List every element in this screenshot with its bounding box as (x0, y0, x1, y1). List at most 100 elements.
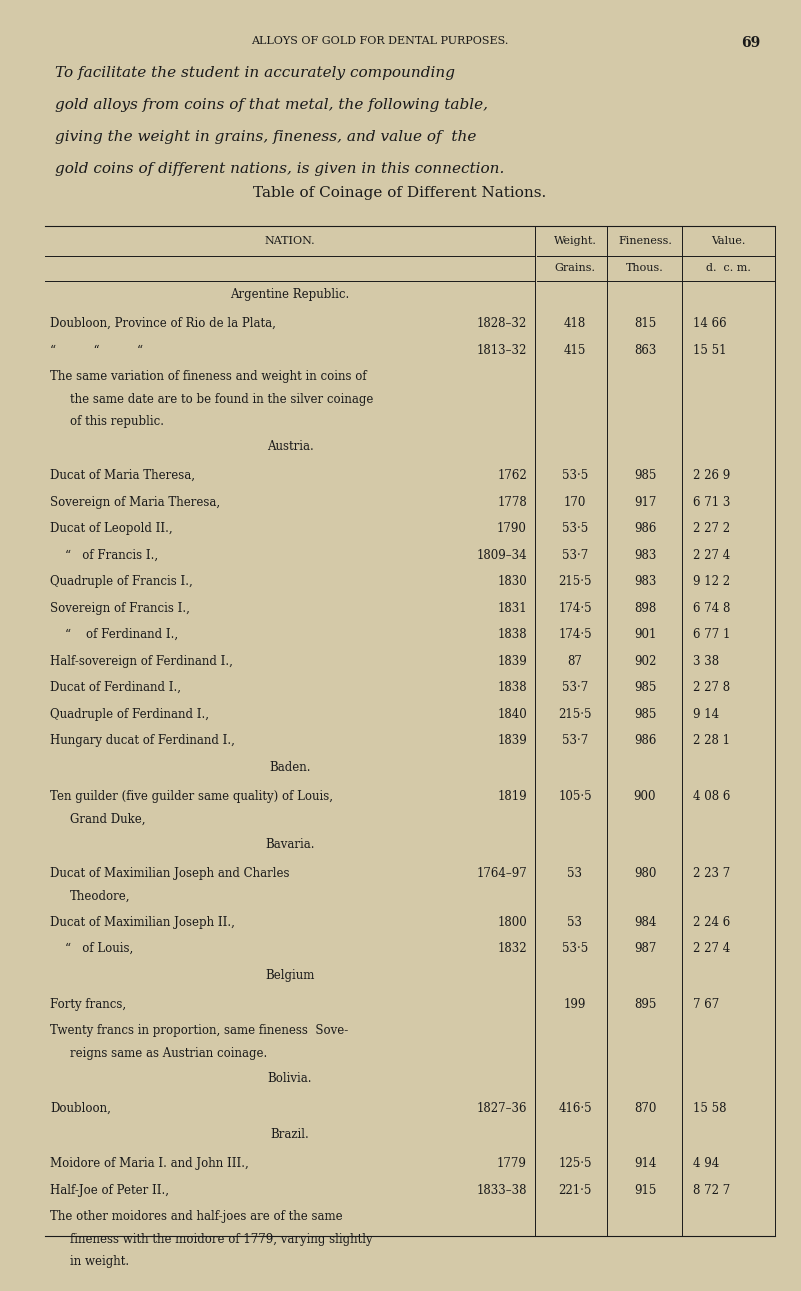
Text: the same date are to be found in the silver coinage: the same date are to be found in the sil… (70, 392, 373, 405)
Text: 1832: 1832 (497, 942, 527, 955)
Text: Half-Joe of Peter II.,: Half-Joe of Peter II., (50, 1184, 169, 1197)
Text: Half-sovereign of Ferdinand I.,: Half-sovereign of Ferdinand I., (50, 655, 233, 667)
Text: 2 28 1: 2 28 1 (693, 735, 730, 747)
Text: Brazil.: Brazil. (271, 1128, 309, 1141)
Text: 895: 895 (634, 998, 656, 1011)
Text: 53·7: 53·7 (562, 735, 588, 747)
Text: 1828–32: 1828–32 (477, 318, 527, 330)
Text: Theodore,: Theodore, (70, 889, 131, 902)
Text: 221·5: 221·5 (558, 1184, 592, 1197)
Text: 1831: 1831 (497, 602, 527, 615)
Text: 815: 815 (634, 318, 656, 330)
Text: of this republic.: of this republic. (70, 416, 164, 429)
Text: 901: 901 (634, 629, 656, 642)
Text: 199: 199 (564, 998, 586, 1011)
Text: Baden.: Baden. (269, 760, 311, 773)
Text: 983: 983 (634, 549, 656, 562)
Text: Twenty francs in proportion, same fineness  Sove-: Twenty francs in proportion, same finene… (50, 1024, 348, 1037)
Text: Argentine Republic.: Argentine Republic. (231, 288, 349, 301)
Text: 1779: 1779 (497, 1157, 527, 1170)
Text: 1819: 1819 (497, 790, 527, 803)
Text: 69: 69 (741, 36, 760, 50)
Text: reigns same as Austrian coinage.: reigns same as Austrian coinage. (70, 1047, 268, 1060)
Text: Bolivia.: Bolivia. (268, 1073, 312, 1086)
Text: Austria.: Austria. (267, 440, 313, 453)
Text: fineness with the moidore of 1779, varying slightly: fineness with the moidore of 1779, varyi… (70, 1233, 372, 1246)
Text: 53: 53 (567, 868, 582, 880)
Text: Ducat of Maximilian Joseph II.,: Ducat of Maximilian Joseph II., (50, 915, 235, 928)
Text: 4 08 6: 4 08 6 (693, 790, 731, 803)
Text: 914: 914 (634, 1157, 656, 1170)
Text: 15 51: 15 51 (693, 343, 727, 356)
Text: 15 58: 15 58 (693, 1101, 727, 1114)
Text: 7 67: 7 67 (693, 998, 719, 1011)
Text: 2 27 2: 2 27 2 (693, 523, 731, 536)
Text: Ten guilder (five guilder same quality) of Louis,: Ten guilder (five guilder same quality) … (50, 790, 333, 803)
Text: 985: 985 (634, 682, 656, 695)
Text: ALLOYS OF GOLD FOR DENTAL PURPOSES.: ALLOYS OF GOLD FOR DENTAL PURPOSES. (252, 36, 509, 46)
Text: 2 24 6: 2 24 6 (693, 915, 731, 928)
Text: d.  c. m.: d. c. m. (706, 263, 751, 272)
Text: Grains.: Grains. (554, 263, 595, 272)
Text: Bavaria.: Bavaria. (265, 838, 315, 851)
Text: Hungary ducat of Ferdinand I.,: Hungary ducat of Ferdinand I., (50, 735, 235, 747)
Text: Sovereign of Maria Theresa,: Sovereign of Maria Theresa, (50, 496, 220, 509)
Text: Ducat of Maximilian Joseph and Charles: Ducat of Maximilian Joseph and Charles (50, 868, 289, 880)
Text: Value.: Value. (711, 236, 746, 247)
Text: 215·5: 215·5 (558, 576, 592, 589)
Text: “   of Louis,: “ of Louis, (65, 942, 133, 955)
Text: 4 94: 4 94 (693, 1157, 719, 1170)
Text: Ducat of Maria Theresa,: Ducat of Maria Theresa, (50, 469, 195, 483)
Text: 987: 987 (634, 942, 656, 955)
Text: 1809–34: 1809–34 (477, 549, 527, 562)
Text: 105·5: 105·5 (558, 790, 592, 803)
Text: 53·5: 53·5 (562, 523, 588, 536)
Text: Quadruple of Francis I.,: Quadruple of Francis I., (50, 576, 193, 589)
Text: 1790: 1790 (497, 523, 527, 536)
Text: 415: 415 (564, 343, 586, 356)
Text: 53·5: 53·5 (562, 469, 588, 483)
Text: Grand Duke,: Grand Duke, (70, 812, 146, 825)
Text: Table of Coinage of Different Nations.: Table of Coinage of Different Nations. (253, 186, 546, 200)
Text: The same variation of fineness and weight in coins of: The same variation of fineness and weigh… (50, 371, 367, 383)
Text: 9 14: 9 14 (693, 707, 719, 720)
Text: 2 26 9: 2 26 9 (693, 469, 731, 483)
Text: in weight.: in weight. (70, 1255, 129, 1268)
Text: 87: 87 (568, 655, 582, 667)
Text: Doubloon,: Doubloon, (50, 1101, 111, 1114)
Text: Fineness.: Fineness. (618, 236, 672, 247)
Text: 1764–97: 1764–97 (477, 868, 527, 880)
Text: 1839: 1839 (497, 655, 527, 667)
Text: 902: 902 (634, 655, 656, 667)
Text: 900: 900 (634, 790, 656, 803)
Text: 863: 863 (634, 343, 656, 356)
Text: 1833–38: 1833–38 (477, 1184, 527, 1197)
Text: 870: 870 (634, 1101, 656, 1114)
Text: 170: 170 (564, 496, 586, 509)
Text: 986: 986 (634, 523, 656, 536)
Text: Moidore of Maria I. and John III.,: Moidore of Maria I. and John III., (50, 1157, 249, 1170)
Text: 915: 915 (634, 1184, 656, 1197)
Text: giving the weight in grains, fineness, and value of  the: giving the weight in grains, fineness, a… (55, 130, 477, 145)
Text: 1838: 1838 (497, 629, 527, 642)
Text: 125·5: 125·5 (558, 1157, 592, 1170)
Text: 986: 986 (634, 735, 656, 747)
Text: “    of Ferdinand I.,: “ of Ferdinand I., (65, 629, 178, 642)
Text: “          “          “: “ “ “ (50, 343, 143, 356)
Text: 984: 984 (634, 915, 656, 928)
Text: 8 72 7: 8 72 7 (693, 1184, 731, 1197)
Text: 1830: 1830 (497, 576, 527, 589)
Text: Ducat of Ferdinand I.,: Ducat of Ferdinand I., (50, 682, 181, 695)
Text: 2 27 8: 2 27 8 (693, 682, 731, 695)
Text: 1778: 1778 (497, 496, 527, 509)
Text: Ducat of Leopold II.,: Ducat of Leopold II., (50, 523, 173, 536)
Text: Quadruple of Ferdinand I.,: Quadruple of Ferdinand I., (50, 707, 209, 720)
Text: 2 23 7: 2 23 7 (693, 868, 731, 880)
Text: 418: 418 (564, 318, 586, 330)
Text: 2 27 4: 2 27 4 (693, 942, 731, 955)
Text: 1840: 1840 (497, 707, 527, 720)
Text: 898: 898 (634, 602, 656, 615)
Text: 6 74 8: 6 74 8 (693, 602, 731, 615)
Text: 1762: 1762 (497, 469, 527, 483)
Text: 53·7: 53·7 (562, 682, 588, 695)
